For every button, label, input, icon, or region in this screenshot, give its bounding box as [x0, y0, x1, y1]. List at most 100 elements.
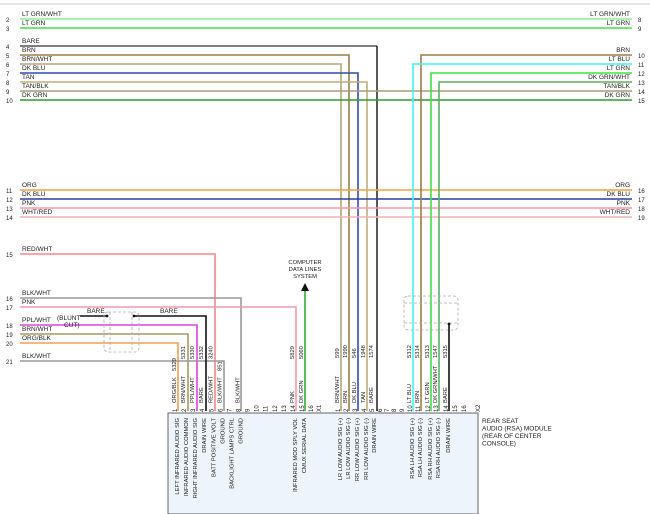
- pin-function: LEFT INFRARED AUDIO SIG: [175, 418, 181, 495]
- wire-right-row-12: [430, 72, 632, 411]
- wire-label: PNK: [617, 200, 631, 207]
- shield-outline: [403, 295, 459, 331]
- pin-number: 7: [385, 408, 391, 412]
- row-number: 5: [6, 54, 10, 60]
- row-number: 10: [638, 54, 645, 60]
- row-number: 17: [638, 198, 645, 204]
- splice-dot: [447, 322, 451, 326]
- wire-label: LT GRN/WHT: [590, 11, 630, 18]
- pin-circuit-number: 5329: [172, 358, 178, 371]
- pin-number: 6: [378, 408, 384, 412]
- splice-dot: [132, 314, 136, 318]
- wire-label: BRN: [616, 47, 630, 54]
- wire-label: PNK: [22, 200, 36, 207]
- pin-number: 9: [246, 408, 252, 412]
- computer-data-lines-label: COMPUTER: [288, 260, 321, 266]
- row-number: 11: [638, 63, 645, 69]
- wire-right-row-10: [420, 54, 632, 411]
- pin-circuit-number: 5331: [181, 346, 187, 359]
- pin-number: 6: [218, 408, 224, 412]
- pin-function: GROUND: [238, 418, 244, 444]
- connector-body: [167, 412, 479, 514]
- wire-row-8: [20, 81, 368, 411]
- pin-function: RSA LH AUDIO SIG (-): [418, 418, 424, 477]
- pin-number: 1: [173, 408, 179, 412]
- splice-dot: [105, 314, 109, 318]
- row-number: 15: [6, 253, 13, 259]
- pin-wire-color: BARE: [369, 387, 375, 403]
- pin-number: 12: [426, 405, 432, 412]
- wire-label: LT GRN/WHT: [22, 11, 62, 18]
- computer-data-lines-label: DATA LINES: [289, 267, 322, 273]
- pin-circuit-number: 1948: [361, 345, 367, 358]
- wire-row-16: [20, 297, 242, 411]
- wire-row-21: [20, 360, 225, 411]
- row-number: 18: [638, 207, 645, 213]
- wire-label: TAN: [22, 74, 35, 81]
- pin-function: DRAIN WIRE: [202, 418, 208, 453]
- wire-right-row-13: [438, 81, 632, 411]
- row-number: 17: [6, 306, 13, 312]
- pin-number: 10: [255, 405, 261, 412]
- pin-wire-color: LT BLU: [407, 384, 413, 403]
- blunt-cut-label: (BLUNT: [57, 315, 81, 322]
- pin-wire-color: BRN: [415, 391, 421, 403]
- wire-label: DK BLU: [607, 191, 631, 198]
- pin-wire-color: BRN: [343, 391, 349, 403]
- bare-label: BARE: [160, 308, 178, 315]
- pin-wire-color: PPL/WHT: [190, 377, 196, 403]
- arrow-up-icon: [301, 283, 309, 291]
- pin-number: 11: [416, 405, 422, 412]
- pin-number: 4: [362, 408, 368, 412]
- pin-function: DRAIN WIRE: [372, 418, 378, 453]
- wire-label: WHT/RED: [600, 209, 631, 216]
- pin-circuit-number: 1990: [343, 345, 349, 358]
- wire-label: TAN/BLK: [603, 83, 630, 90]
- pin-circuit-number: 5315: [443, 345, 449, 358]
- wire-row-5: [20, 54, 350, 411]
- pin-number: 14: [444, 405, 450, 412]
- pin-function: RR LOW AUDIO SIG (-): [364, 418, 370, 480]
- pin-function: CMUX SERIAL DATA: [302, 418, 308, 473]
- row-number: 20: [6, 342, 13, 348]
- pin-wire-color: BLK/WHT: [235, 377, 241, 403]
- pin-number: 16: [309, 405, 315, 412]
- wire-label: ORG: [615, 182, 630, 189]
- pin-number: 2: [344, 408, 350, 412]
- row-number: 12: [6, 198, 13, 204]
- row-number: 9: [638, 27, 642, 33]
- row-number: 13: [6, 207, 13, 213]
- wire-row-15: [20, 253, 216, 411]
- wire-label: PNK: [22, 299, 36, 306]
- pin-circuit-number: 546: [352, 348, 358, 358]
- pin-function: RSA RH AUDIO SIG (+): [428, 418, 434, 480]
- pin-function: RR LOW AUDIO SIG (+): [355, 418, 361, 481]
- module-label: REAR SEAT: [482, 418, 518, 425]
- pin-number: 1: [336, 408, 342, 412]
- wire-label: DK GRN: [605, 92, 631, 99]
- row-number: 13: [638, 81, 645, 87]
- pin-number: 8: [392, 408, 398, 412]
- row-number: 10: [6, 99, 13, 105]
- pin-number: 5: [209, 408, 215, 412]
- pin-function: RSA LH AUDIO SIG (+): [410, 418, 416, 479]
- pin-circuit-number: 5332: [199, 346, 205, 359]
- row-number: 16: [6, 297, 13, 303]
- wire-label: BRN/WHT: [22, 56, 52, 63]
- pin-function: RSA RH AUDIO SIG (-): [436, 418, 442, 478]
- pin-wire-color: ORG/BLK: [172, 377, 178, 403]
- pin-wire-color: BRN/WHT: [335, 375, 341, 403]
- pin-circuit-number: 3240: [208, 346, 214, 359]
- module-label: CONSOLE): [482, 441, 516, 448]
- row-number: 4: [6, 45, 10, 51]
- pin-number: 4: [200, 408, 206, 412]
- pin-circuit-number: 1574: [369, 344, 375, 358]
- pin-number: 9: [400, 408, 406, 412]
- pin-number: 8: [236, 408, 242, 412]
- pin-number: 12: [273, 405, 279, 412]
- pin-number: 11: [264, 405, 270, 412]
- wire-label: LT GRN: [22, 20, 46, 27]
- wire-row-19: [20, 333, 189, 411]
- computer-data-lines-label: SYSTEM: [293, 274, 317, 280]
- row-number: 12: [638, 72, 645, 78]
